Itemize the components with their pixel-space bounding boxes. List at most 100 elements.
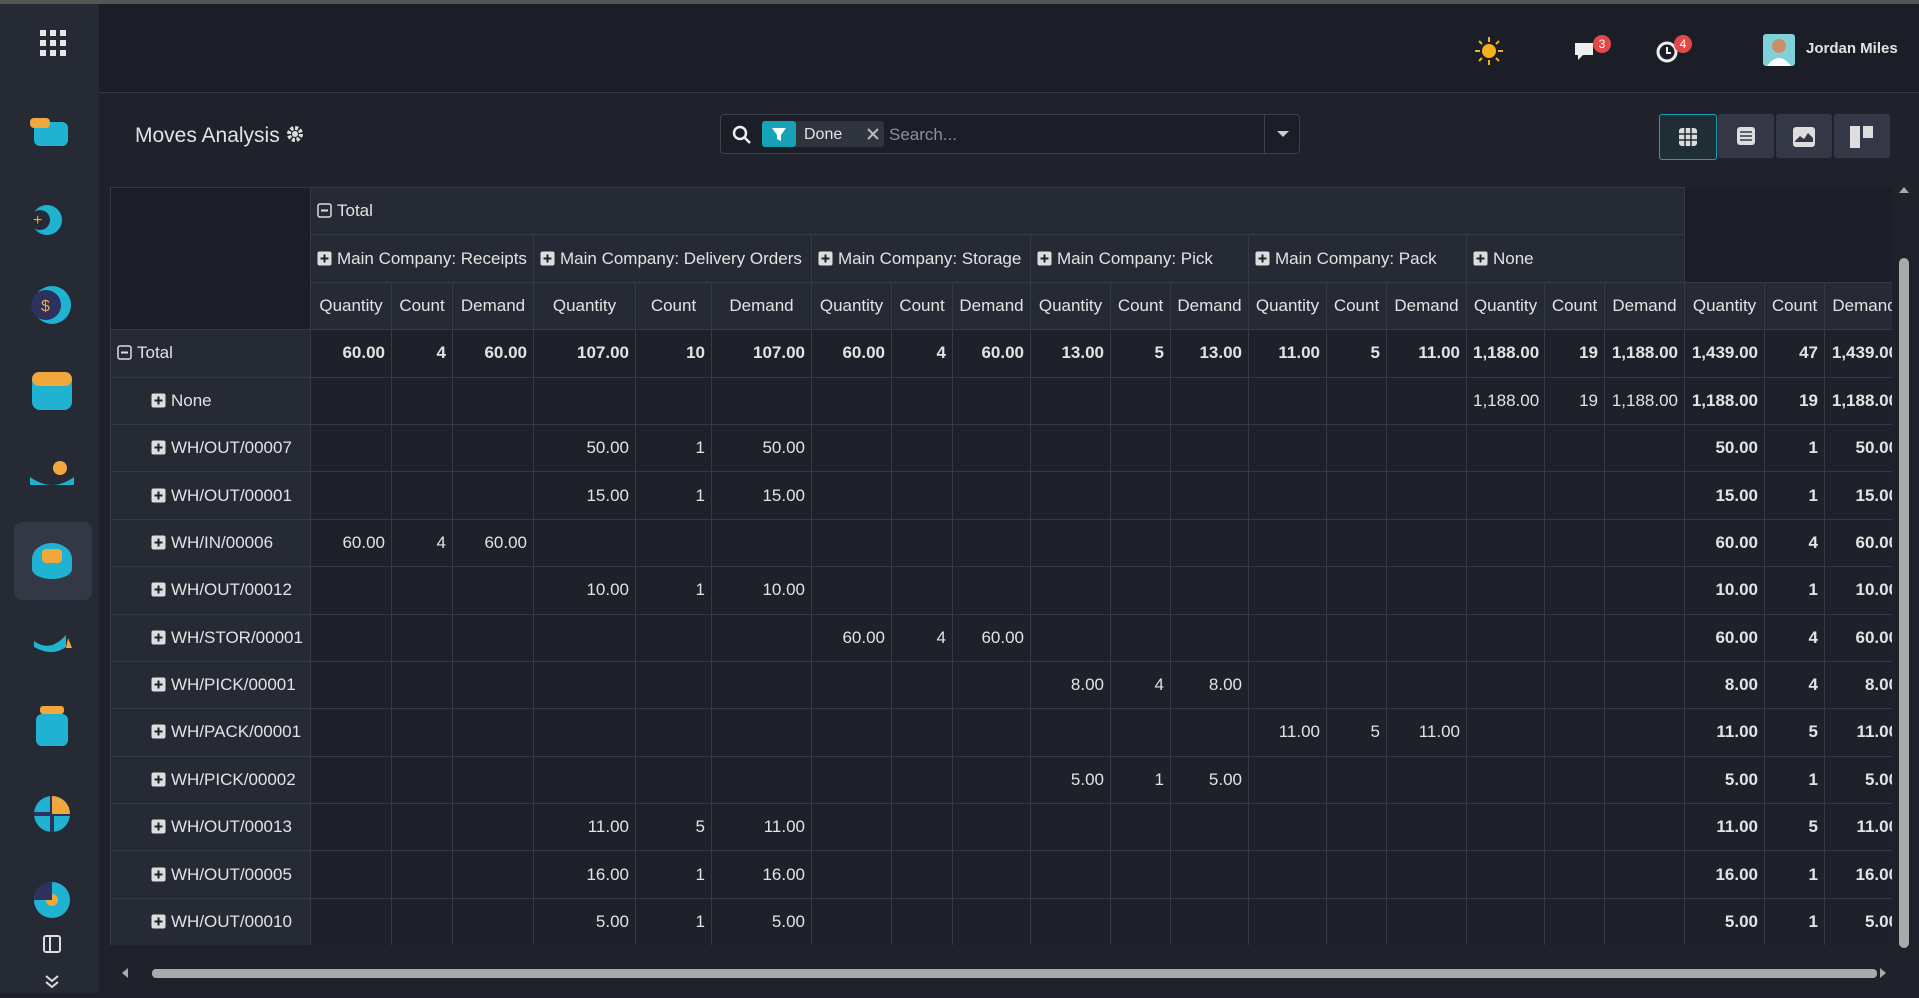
cell[interactable]: 13.00 [1170, 329, 1249, 378]
cell[interactable]: 1,188.00 [1603, 376, 1686, 425]
cell[interactable]: 19 [1544, 376, 1605, 425]
measure-header[interactable]: Quantity [533, 281, 636, 331]
measure-header[interactable]: Quantity [1466, 281, 1545, 331]
group-header[interactable]: None [1465, 234, 1686, 283]
expand-icon[interactable] [1473, 251, 1488, 266]
collapse-icon[interactable] [117, 345, 132, 361]
group-header[interactable]: Main Company: Pack [1248, 234, 1467, 283]
cell[interactable]: 4 [1764, 613, 1826, 662]
expand-icon[interactable] [151, 819, 166, 834]
cell[interactable]: 1 [1764, 471, 1826, 520]
cell[interactable]: 5 [1764, 803, 1826, 852]
row-header[interactable]: None [110, 376, 311, 425]
cell[interactable]: 5 [1110, 329, 1171, 378]
cell[interactable]: 11.00 [1824, 708, 1892, 757]
cell[interactable]: 11.00 [1386, 708, 1467, 757]
cell[interactable]: 5 [1764, 708, 1826, 757]
measure-header[interactable]: Demand [952, 281, 1031, 331]
cell[interactable]: 5 [1326, 329, 1387, 378]
h-scrollbar[interactable] [110, 960, 1892, 986]
group-header[interactable]: Main Company: Delivery Orders [533, 234, 812, 283]
pivot-view-button[interactable] [1659, 114, 1717, 160]
cell[interactable]: 60.00 [310, 518, 392, 568]
cell[interactable]: 5.00 [1824, 755, 1892, 805]
cell[interactable]: 4 [1764, 660, 1826, 710]
measure-header[interactable]: Count [891, 281, 953, 331]
cell[interactable]: 60.00 [952, 613, 1031, 662]
cell[interactable]: 1,188.00 [1466, 376, 1545, 425]
cell[interactable]: 10.00 [1684, 566, 1766, 615]
cell[interactable]: 5 [1326, 708, 1387, 757]
row-header[interactable]: WH/OUT/00007 [110, 423, 311, 473]
cell[interactable]: 5.00 [1824, 897, 1892, 945]
cell[interactable]: 15.00 [1684, 471, 1766, 520]
row-header[interactable]: WH/OUT/00013 [110, 803, 311, 852]
v-scrollbar[interactable] [1892, 183, 1916, 963]
cell[interactable]: 8.00 [1170, 660, 1249, 710]
row-header[interactable]: WH/PICK/00002 [110, 755, 311, 805]
cell[interactable]: 4 [1764, 518, 1826, 568]
cell[interactable]: 1,188.00 [1684, 376, 1766, 425]
cell[interactable]: 1,188.00 [1466, 329, 1545, 378]
facet-remove[interactable] [866, 127, 880, 141]
cell[interactable]: 11.00 [1684, 708, 1766, 757]
cell[interactable]: 1 [635, 566, 712, 615]
cell[interactable]: 60.00 [310, 329, 392, 378]
measure-header[interactable]: Count [1326, 281, 1387, 331]
cell[interactable]: 13.00 [1030, 329, 1111, 378]
expand-icon[interactable] [818, 251, 833, 266]
cell[interactable]: 60.00 [1824, 613, 1892, 662]
search-bar[interactable]: Done Search... [720, 114, 1300, 154]
row-header[interactable]: WH/PACK/00001 [110, 708, 311, 757]
cell[interactable]: 5.00 [1030, 755, 1111, 805]
measure-header[interactable]: Count [1764, 281, 1826, 331]
cell[interactable]: 60.00 [452, 518, 534, 568]
expand-icon[interactable] [151, 535, 166, 550]
cell[interactable]: 1,439.00 [1824, 329, 1892, 378]
cell[interactable]: 50.00 [1824, 423, 1892, 473]
cell[interactable]: 1 [1764, 755, 1826, 805]
measure-header[interactable]: Demand [452, 281, 534, 331]
measure-header[interactable]: Quantity [811, 281, 892, 331]
cell[interactable]: 16.00 [711, 850, 812, 899]
cell[interactable]: 10 [635, 329, 712, 378]
measure-header[interactable]: Quantity [1030, 281, 1111, 331]
cell[interactable]: 1 [1764, 850, 1826, 899]
expand-icon[interactable] [151, 582, 166, 597]
activities-icon[interactable] [1655, 40, 1681, 66]
expand-icon[interactable] [151, 724, 166, 739]
expand-icon[interactable] [151, 677, 166, 692]
cell[interactable]: 11.00 [1248, 329, 1327, 378]
group-header[interactable]: Main Company: Storage [811, 234, 1031, 283]
messages-icon[interactable] [1573, 40, 1601, 64]
cell[interactable]: 1 [1764, 897, 1826, 945]
measure-header[interactable]: Count [635, 281, 712, 331]
cohort-view-button[interactable] [1834, 114, 1890, 158]
search-toggle[interactable] [1264, 115, 1301, 153]
cell[interactable]: 15.00 [711, 471, 812, 520]
cell[interactable]: 19 [1544, 329, 1605, 378]
cell[interactable]: 1 [635, 423, 712, 473]
row-header[interactable]: WH/OUT/00010 [110, 897, 311, 945]
cell[interactable]: 11.00 [1386, 329, 1467, 378]
cell[interactable]: 50.00 [1684, 423, 1766, 473]
cell[interactable]: 10.00 [533, 566, 636, 615]
cell[interactable]: 5.00 [1684, 897, 1766, 945]
cell[interactable]: 1 [1764, 566, 1826, 615]
measure-header[interactable]: Quantity [1684, 281, 1766, 331]
list-view-button[interactable] [1718, 114, 1774, 158]
column-total-header[interactable]: Total [309, 187, 1686, 236]
cell[interactable]: 11.00 [1684, 803, 1766, 852]
cell[interactable]: 8.00 [1824, 660, 1892, 710]
expand-icon[interactable] [317, 251, 332, 266]
row-header[interactable]: WH/STOR/00001 [110, 613, 311, 662]
cell[interactable]: 19 [1764, 376, 1826, 425]
search-input[interactable]: Search... [889, 125, 958, 144]
cell[interactable]: 16.00 [1824, 850, 1892, 899]
measure-header[interactable]: Count [1110, 281, 1171, 331]
cell[interactable]: 11.00 [1248, 708, 1327, 757]
row-header[interactable]: WH/IN/00006 [110, 518, 311, 568]
cell[interactable]: 4 [391, 518, 453, 568]
cell[interactable]: 4 [391, 329, 453, 378]
cell[interactable]: 60.00 [811, 613, 892, 662]
